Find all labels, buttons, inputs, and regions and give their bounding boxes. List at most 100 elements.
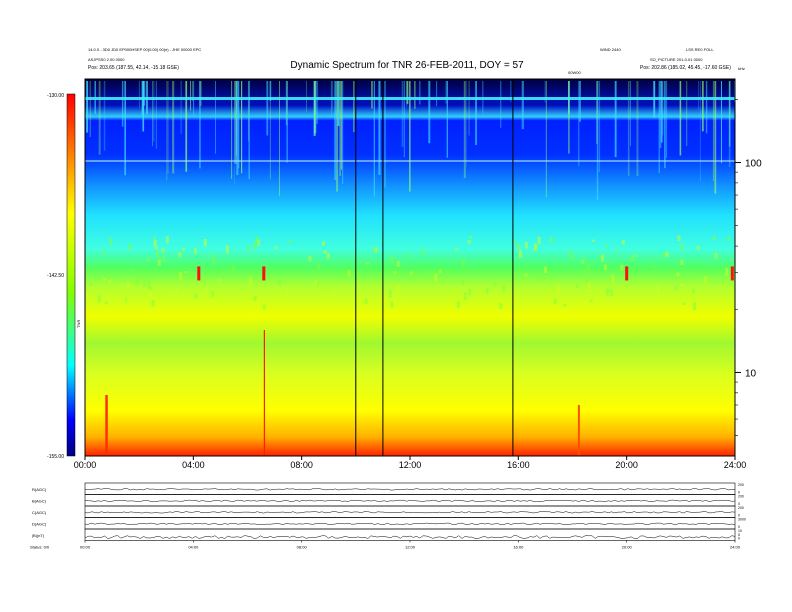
texture-mark [461,259,465,267]
spectral-streak [466,81,467,168]
texture-mark [179,272,182,280]
spectral-streak [409,81,411,192]
texture-mark [540,274,544,281]
texture-mark [586,264,590,271]
aux-x-tick-label: 16:00 [513,545,524,550]
texture-mark [253,243,257,250]
spectral-streak [660,81,663,143]
texture-mark [581,259,585,264]
texture-mark [680,259,684,265]
spectral-streak [138,81,140,108]
texture-mark [630,255,634,262]
texture-mark [288,239,292,243]
texture-mark [485,287,489,294]
spectral-streak [279,81,280,196]
chart-title: Dynamic Spectrum for TNR 26-FEB-2011, DO… [290,60,524,71]
spectral-streak [578,81,580,167]
spectral-streak [545,81,547,198]
aux-right-tick-label: 200 [738,506,744,510]
spectral-streak [373,81,375,197]
texture-mark [109,237,113,246]
texture-mark [519,249,522,258]
texture-mark [463,292,467,300]
spectral-streak [215,81,216,154]
texture-mark [390,301,394,308]
spectral-streak [702,81,704,132]
texture-mark [421,248,425,255]
spectral-streak [403,81,405,158]
texture-mark [147,257,151,262]
texture-mark [714,252,718,259]
texture-mark [679,284,683,287]
spectral-streak [339,81,341,177]
texture-mark [108,280,112,283]
spectral-streak [340,81,342,170]
spectral-streak [414,81,416,109]
left-info-1: 14.0.0 - 3D0 JD0 EP000HSEP 00(0.00) 00(e… [88,47,201,52]
spectrogram-panel [84,78,736,457]
texture-mark [537,236,541,245]
texture-mark [544,266,547,274]
left-info-2: ASJPSS0 2.00 0000 [88,57,125,62]
aux-trace [84,511,736,514]
aux-trace [84,499,736,502]
texture-mark [727,236,731,242]
x-tick-label: 20:00 [615,460,638,470]
texture-mark [152,236,156,240]
colorbar-tick-label: -142.50 [47,273,64,279]
texture-mark [676,272,680,276]
texture-mark [326,253,330,259]
texture-mark [102,250,106,254]
spectral-streak [121,81,124,127]
spectral-streak [544,81,546,103]
spectral-streak [384,81,386,188]
left-position: Pos: 203.65 (187.55, 42.14, -15.18 GSE) [88,65,179,71]
texture-mark [393,271,397,274]
texture-mark [148,286,152,291]
texture-mark [184,271,188,274]
texture-mark [321,241,325,246]
texture-mark [604,244,608,248]
spectral-streak [353,81,355,133]
texture-mark [563,303,567,307]
texture-mark [467,240,471,244]
spectral-streak [124,81,126,176]
spectral-streak [679,81,682,156]
spectral-streak [316,81,319,124]
burst-streak [263,330,265,456]
texture-mark [502,284,506,292]
texture-mark [703,276,707,284]
spectral-streak [237,81,240,169]
texture-mark [610,291,614,297]
x-tick-label: 04:00 [182,460,205,470]
texture-mark [97,295,101,303]
aux-trace [84,522,736,525]
texture-mark [620,264,624,271]
spectral-streak [313,81,316,136]
aux-x-tick-label: 08:00 [297,545,308,550]
x-tick-label: 00:00 [74,460,97,470]
spectral-streak [428,81,431,144]
spectral-streak [334,81,337,181]
texture-mark [136,277,139,285]
right-info-1: WIND 2440 [600,47,621,52]
texture-mark [104,300,108,305]
texture-mark [615,248,619,252]
cyan-band [85,97,735,100]
texture-mark [461,280,465,285]
texture-mark [217,278,221,282]
light-band [85,160,735,162]
aux-trace [84,535,736,539]
texture-mark [157,259,161,266]
texture-mark [194,248,197,254]
texture-mark [674,285,678,291]
time-axis: 00:00 04:00 08:00 12:00 16:00 20:00 24:00 [74,456,746,470]
spectral-streak [336,81,339,192]
spectral-streak [686,81,688,146]
spectral-streak [728,81,731,167]
status-label: Status: 0/0 [30,545,50,550]
colorbar-tick-label: -155.00 [47,454,64,460]
spectral-streak [699,81,701,182]
texture-mark [278,280,282,286]
